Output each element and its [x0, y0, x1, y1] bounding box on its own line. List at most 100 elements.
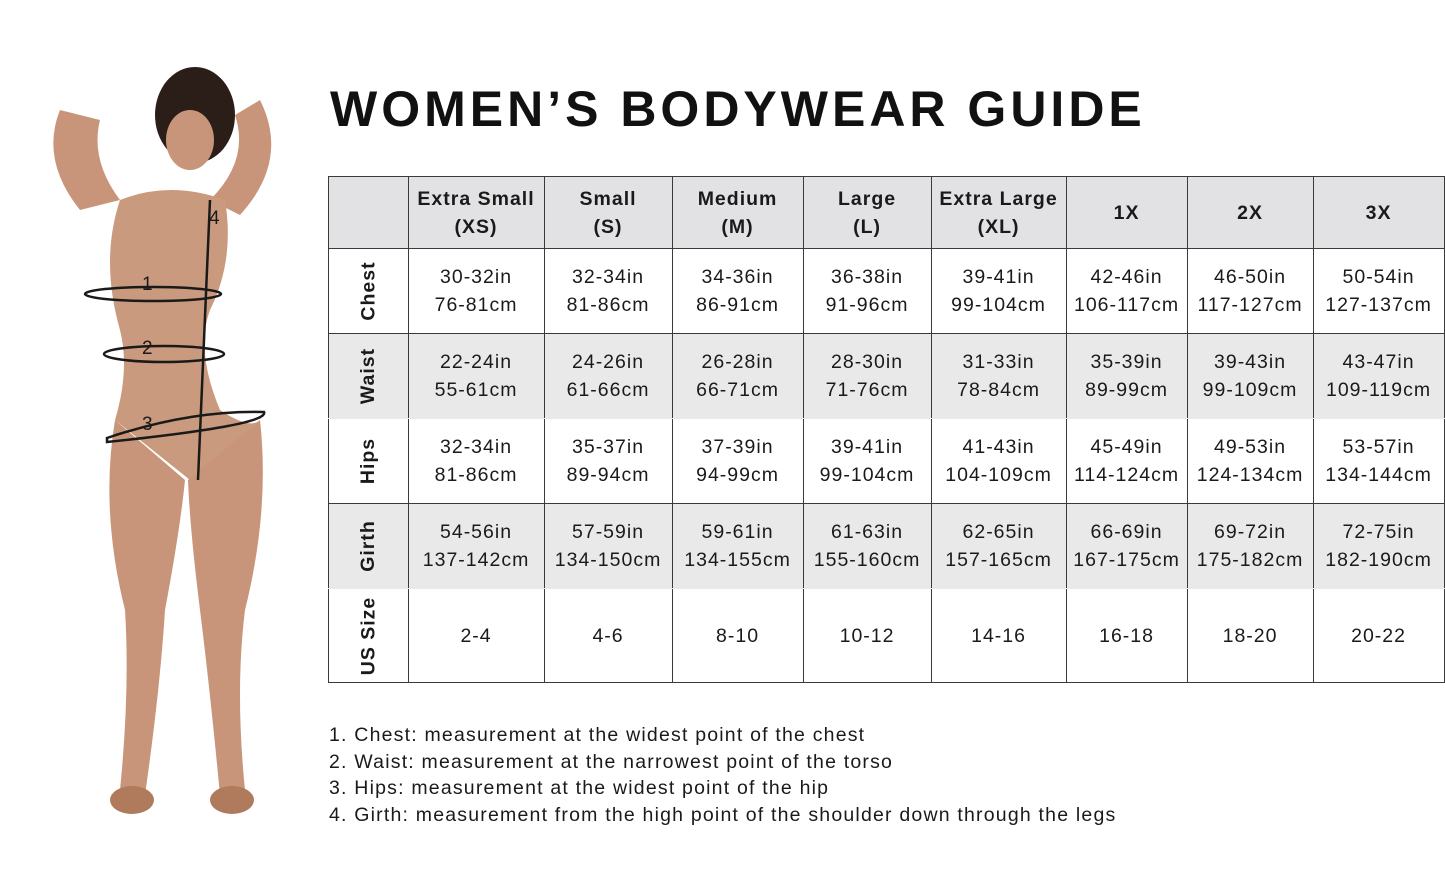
column-header: Extra Large (XL)	[930, 176, 1067, 249]
table-row: Chest 30-32in 76-81cm 32-34in 81-86cm 34-36in…	[328, 248, 1445, 334]
column-header-line: Medium	[697, 187, 778, 210]
table-cell: 42-46in 106-117cm	[1065, 248, 1188, 334]
table-cell: 62-65in 157-165cm	[930, 503, 1067, 589]
table-cell: 39-41in 99-104cm	[802, 418, 932, 504]
cell-value: 157-165cm	[945, 549, 1052, 571]
table-cell: 35-39in 89-99cm	[1065, 333, 1188, 419]
cell-value: 86-91cm	[696, 294, 779, 316]
column-header-line: (XS)	[454, 215, 498, 238]
table-cell: 69-72in 175-182cm	[1186, 503, 1314, 589]
corner-cell	[328, 176, 409, 249]
table-cell: 28-30in 71-76cm	[802, 333, 932, 419]
table-cell: 4-6	[543, 588, 673, 683]
cell-value: 78-84cm	[957, 379, 1040, 401]
model-figure: 1 2 3 4	[53, 67, 272, 814]
row-label: Waist	[328, 333, 409, 419]
table-cell: 46-50in 117-127cm	[1186, 248, 1314, 334]
table-cell: 30-32in 76-81cm	[407, 248, 545, 334]
table-row: Girth 54-56in 137-142cm 57-59in 134-150cm 59-…	[328, 503, 1445, 589]
cell-value: 32-34in	[572, 266, 645, 288]
note-waist: 2. Waist: measurement at the narrowest p…	[329, 750, 894, 773]
marker-waist: 2	[142, 338, 153, 359]
cell-value: 91-96cm	[825, 294, 909, 316]
row-label-text: US Size	[357, 596, 380, 675]
cell-value: 20-22	[1351, 624, 1406, 647]
table-cell: 10-12	[802, 588, 932, 683]
column-header: Small (S)	[543, 176, 673, 249]
note-chest: 1. Chest: measurement at the widest poin…	[329, 724, 866, 746]
table-cell: 16-18	[1065, 588, 1188, 683]
cell-value: 134-150cm	[554, 549, 662, 571]
table-cell: 39-41in 99-104cm	[930, 248, 1067, 334]
cell-value: 30-32in	[440, 266, 513, 288]
cell-value: 104-109cm	[945, 464, 1052, 486]
table-cell: 37-39in 94-99cm	[671, 418, 804, 504]
cell-value: 99-104cm	[819, 464, 915, 486]
table-cell: 59-61in 134-155cm	[671, 503, 804, 589]
column-header: 1X	[1065, 176, 1188, 249]
cell-value: 26-28in	[701, 351, 774, 373]
cell-value: 8-10	[716, 624, 760, 647]
cell-value: 36-38in	[831, 266, 904, 288]
column-header-line: (L)	[853, 215, 881, 238]
row-label: US Size	[328, 588, 409, 683]
column-header-line: 3X	[1365, 201, 1392, 224]
column-header-line: (S)	[593, 215, 623, 238]
note-hips: 3. Hips: measurement at the widest point…	[329, 777, 830, 799]
cell-value: 14-16	[971, 624, 1026, 647]
size-chart-table: Extra Small (XS) Small (S) Medium (M) Large (L)…	[328, 176, 1445, 683]
cell-value: 99-109cm	[1202, 379, 1298, 401]
cell-value: 81-86cm	[566, 294, 650, 316]
cell-value: 53-57in	[1342, 436, 1415, 458]
row-label: Chest	[328, 248, 409, 334]
cell-value: 134-155cm	[684, 549, 791, 571]
column-header-line: (M)	[721, 215, 754, 238]
measurement-lines	[83, 199, 266, 481]
cell-value: 182-190cm	[1325, 549, 1432, 571]
table-row: US Size 2-4 4-6 8-10 10-12 14-16 16-18 18-20 20-…	[328, 588, 1445, 683]
table-cell: 36-38in 91-96cm	[802, 248, 932, 334]
cell-value: 28-30in	[831, 351, 904, 373]
marker-hips: 3	[142, 414, 153, 435]
cell-value: 37-39in	[701, 436, 774, 458]
row-label-text: Hips	[357, 437, 380, 485]
column-header-line: Small	[579, 187, 637, 210]
cell-value: 24-26in	[572, 351, 645, 373]
table-cell: 32-34in 81-86cm	[543, 248, 673, 334]
column-header-line: 1X	[1113, 201, 1140, 224]
table-cell: 14-16	[930, 588, 1067, 683]
cell-value: 99-104cm	[951, 294, 1046, 316]
cell-value: 124-134cm	[1196, 464, 1304, 486]
cell-value: 31-33in	[962, 351, 1035, 373]
cell-value: 61-66cm	[566, 379, 650, 401]
column-header: 2X	[1186, 176, 1314, 249]
cell-value: 106-117cm	[1073, 294, 1180, 316]
cell-value: 61-63in	[831, 521, 904, 543]
table-cell: 18-20	[1186, 588, 1314, 683]
cell-value: 137-142cm	[422, 549, 530, 571]
cell-value: 4-6	[592, 624, 624, 647]
table-row: Waist 22-24in 55-61cm 24-26in 61-66cm 26-28in…	[328, 333, 1445, 419]
note-girth: 4. Girth: measurement from the high poin…	[329, 803, 1117, 826]
column-header-line: Extra Large	[939, 187, 1058, 210]
cell-value: 22-24in	[440, 351, 513, 373]
header-row: Extra Small (XS) Small (S) Medium (M) Large (L)…	[328, 176, 1445, 249]
measurement-notes: 1. Chest: measurement at the widest poin…	[329, 722, 1116, 828]
table-cell: 54-56in 137-142cm	[407, 503, 545, 589]
page-title: WOMEN’S BODYWEAR GUIDE	[330, 81, 1146, 137]
cell-value: 46-50in	[1214, 266, 1287, 288]
column-header: Extra Small (XS)	[407, 176, 545, 249]
table-cell: 57-59in 134-150cm	[543, 503, 673, 589]
row-label: Girth	[328, 503, 409, 589]
cell-value: 10-12	[839, 624, 895, 647]
cell-value: 42-46in	[1090, 266, 1163, 288]
cell-value: 155-160cm	[813, 549, 921, 571]
cell-value: 114-124cm	[1073, 464, 1180, 486]
column-header-line: 2X	[1237, 201, 1263, 224]
cell-value: 66-69in	[1090, 521, 1163, 543]
table-cell: 50-54in 127-137cm	[1312, 248, 1445, 334]
model-silhouette	[53, 67, 272, 814]
column-header-line: Extra Small	[417, 187, 535, 210]
cell-value: 81-86cm	[434, 464, 518, 486]
row-label-text: Waist	[357, 347, 380, 405]
